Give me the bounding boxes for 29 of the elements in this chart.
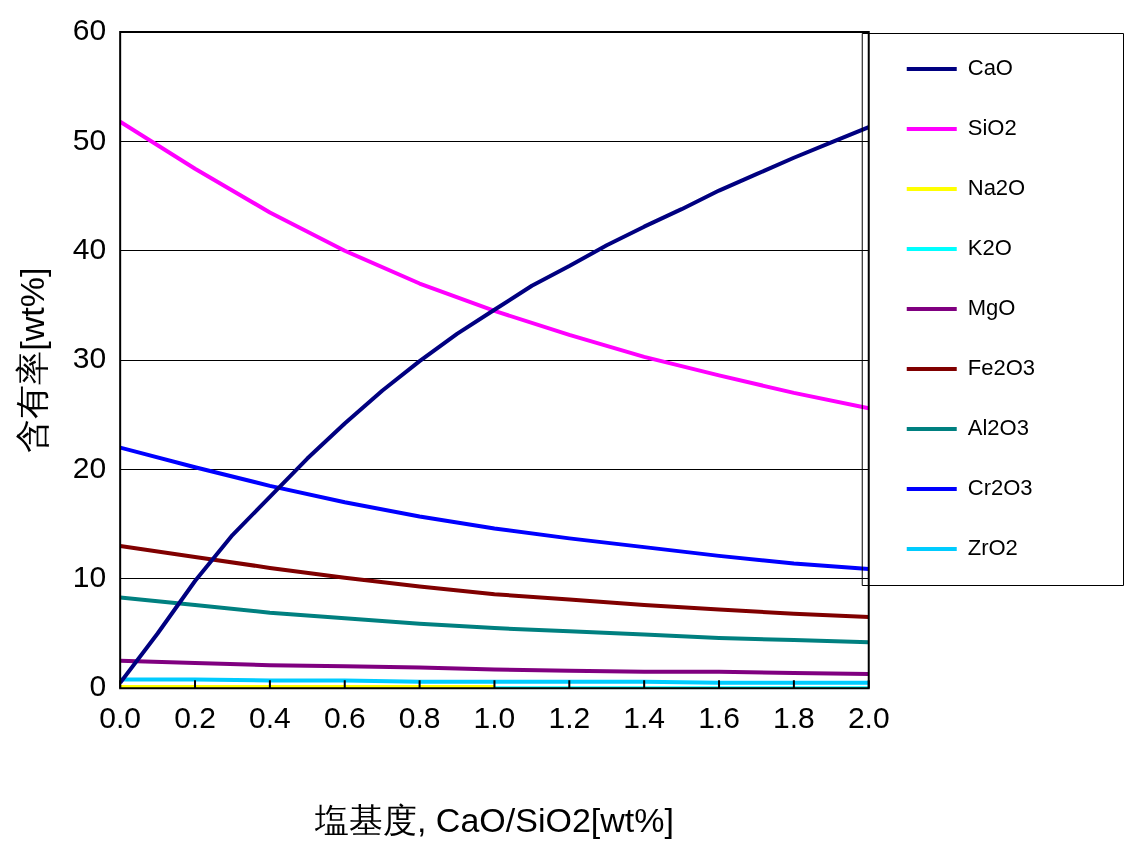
y-axis-title: 含有率[wt%]	[12, 267, 51, 453]
legend-label: Cr2O3	[967, 475, 1033, 501]
x-tick-label: 0.8	[398, 701, 441, 735]
legend-label: SiO2	[967, 115, 1017, 141]
x-tick-label: 0.6	[323, 701, 366, 735]
y-tick-label: 10	[72, 560, 107, 594]
y-tick-label: 50	[72, 122, 107, 156]
legend-label: Na2O	[967, 175, 1026, 201]
x-tick-label: 0.2	[174, 701, 216, 735]
x-tick-label: 1.8	[773, 701, 815, 735]
x-axis-title: 塩基度, CaO/SiO2[wt%]	[313, 800, 674, 839]
legend-label: K2O	[967, 235, 1012, 261]
x-tick-label: 0.0	[99, 701, 142, 735]
y-tick-label: 60	[72, 13, 107, 47]
x-tick-label: 1.6	[698, 701, 740, 735]
y-tick-label: 40	[72, 232, 107, 265]
x-tick-label: 1.2	[548, 701, 591, 735]
x-tick-label: 1.0	[473, 701, 516, 735]
x-tick-label: 2.0	[847, 701, 890, 735]
y-tick-label: 20	[72, 450, 107, 484]
legend-label: Fe2O3	[967, 355, 1036, 381]
legend-label: ZrO2	[967, 535, 1018, 561]
x-tick-label: 1.4	[623, 701, 666, 735]
legend-label: MgO	[967, 295, 1016, 321]
legend-label: CaO	[967, 55, 1013, 81]
y-tick-label: 30	[72, 341, 107, 375]
legend-label: Al2O3	[967, 415, 1029, 441]
y-tick-label: 0	[89, 669, 107, 703]
x-tick-label: 0.4	[249, 701, 291, 735]
